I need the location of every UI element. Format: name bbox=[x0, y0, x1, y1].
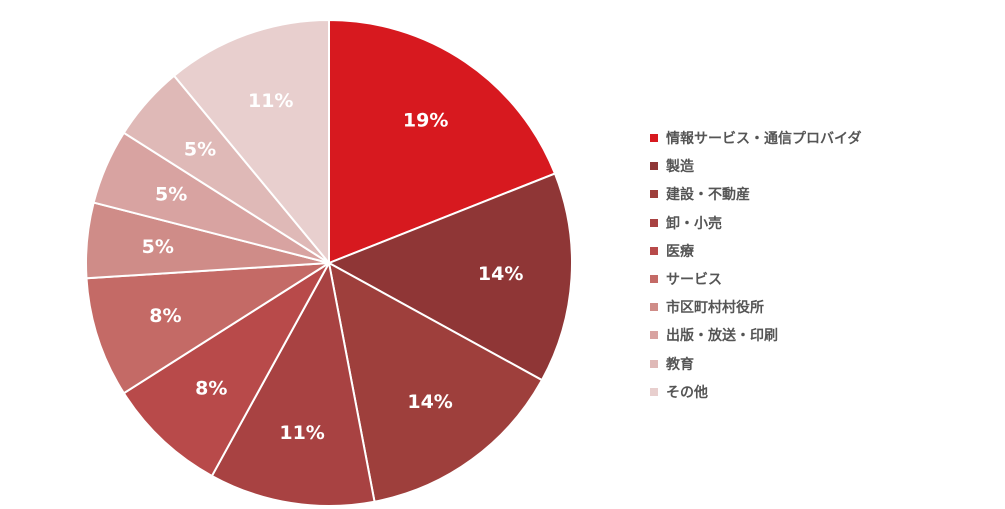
legend-label: 市区町村村役所 bbox=[666, 300, 764, 317]
legend-label: 教育 bbox=[666, 356, 694, 373]
data-label: 14% bbox=[407, 391, 452, 413]
legend-label: 卸・小売 bbox=[666, 215, 722, 232]
legend-swatch bbox=[650, 275, 658, 284]
legend-label: 情報サービス・通信プロバイダ bbox=[666, 131, 862, 148]
data-label: 11% bbox=[248, 90, 293, 112]
legend-swatch bbox=[650, 162, 658, 171]
legend-label: 医療 bbox=[666, 243, 694, 260]
pie-slice bbox=[172, 18, 330, 266]
legend-item: 教育 bbox=[650, 350, 861, 378]
legend-swatch bbox=[650, 218, 658, 227]
legend-item: 情報サービス・通信プロバイダ bbox=[650, 124, 861, 152]
legend-item: 出版・放送・印刷 bbox=[650, 321, 861, 349]
data-label: 5% bbox=[184, 138, 216, 160]
legend-swatch bbox=[650, 134, 658, 143]
legend-item: その他 bbox=[650, 378, 861, 406]
legend-item: 建設・不動産 bbox=[650, 180, 861, 208]
pie-slice bbox=[326, 172, 573, 382]
data-label: 14% bbox=[478, 263, 523, 285]
legend-swatch bbox=[650, 387, 658, 396]
legend-swatch bbox=[650, 246, 658, 255]
legend-label: その他 bbox=[666, 384, 708, 401]
data-label: 19% bbox=[403, 110, 448, 132]
legend-item: 製造 bbox=[650, 152, 861, 180]
legend-item: 医療 bbox=[650, 237, 861, 265]
legend-swatch bbox=[650, 303, 658, 312]
data-label: 5% bbox=[142, 236, 174, 258]
legend: 情報サービス・通信プロバイダ 製造建設・不動産 卸・小売医療サービス市区町村村役所出… bbox=[650, 124, 861, 406]
legend-label: 建設・不動産 bbox=[666, 187, 750, 204]
data-label: 8% bbox=[149, 305, 181, 327]
data-label: 8% bbox=[195, 377, 227, 399]
pie-slice bbox=[327, 261, 544, 503]
legend-swatch bbox=[650, 359, 658, 368]
legend-item: サービス bbox=[650, 265, 861, 293]
pie-slice bbox=[85, 262, 330, 395]
legend-label: 製造 bbox=[666, 159, 694, 176]
data-label: 5% bbox=[155, 184, 187, 206]
pie-slice bbox=[328, 18, 557, 265]
legend-label: サービス bbox=[666, 272, 722, 289]
legend-swatch bbox=[650, 331, 658, 340]
pie-slice bbox=[210, 260, 376, 507]
legend-item: 市区町村村役所 bbox=[650, 293, 861, 321]
legend-label: 出版・放送・印刷 bbox=[666, 328, 778, 345]
pie-slice bbox=[122, 262, 330, 478]
legend-item: 卸・小売 bbox=[650, 209, 861, 237]
data-label: 11% bbox=[279, 422, 324, 444]
legend-swatch bbox=[650, 190, 658, 199]
